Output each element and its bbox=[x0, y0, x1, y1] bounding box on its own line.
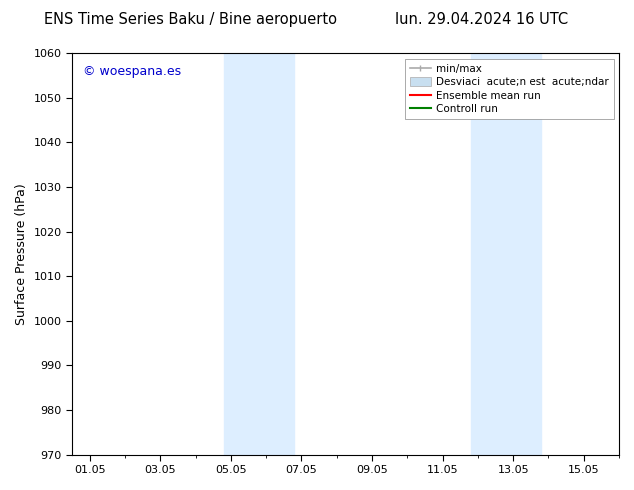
Bar bbox=[224, 53, 294, 455]
Text: lun. 29.04.2024 16 UTC: lun. 29.04.2024 16 UTC bbox=[395, 12, 569, 27]
Y-axis label: Surface Pressure (hPa): Surface Pressure (hPa) bbox=[15, 183, 28, 325]
Text: ENS Time Series Baku / Bine aeropuerto: ENS Time Series Baku / Bine aeropuerto bbox=[44, 12, 337, 27]
Bar bbox=[471, 53, 541, 455]
Legend: min/max, Desviaci  acute;n est  acute;ndar, Ensemble mean run, Controll run: min/max, Desviaci acute;n est acute;ndar… bbox=[404, 58, 614, 119]
Text: © woespana.es: © woespana.es bbox=[83, 65, 181, 78]
